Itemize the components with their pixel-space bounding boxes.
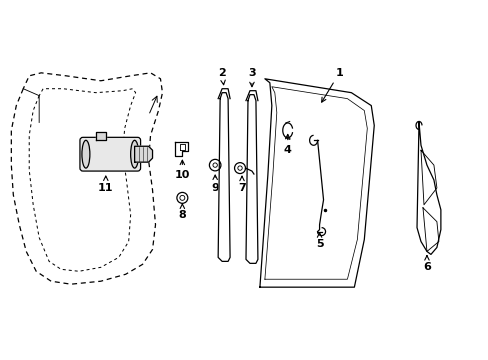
Polygon shape (134, 146, 152, 162)
Polygon shape (218, 93, 230, 261)
Polygon shape (175, 142, 188, 156)
Polygon shape (260, 79, 373, 287)
Text: 8: 8 (178, 204, 186, 220)
Text: 10: 10 (174, 160, 190, 180)
Polygon shape (416, 122, 440, 255)
Text: 1: 1 (321, 68, 343, 102)
Text: 11: 11 (98, 176, 113, 193)
Polygon shape (96, 132, 105, 140)
Ellipse shape (82, 140, 90, 168)
Text: 5: 5 (315, 233, 323, 249)
Polygon shape (245, 95, 257, 264)
Text: 9: 9 (211, 175, 219, 193)
Text: 6: 6 (422, 256, 430, 272)
FancyBboxPatch shape (80, 137, 141, 171)
Text: 2: 2 (218, 68, 225, 85)
Text: 3: 3 (247, 68, 255, 87)
Text: 4: 4 (283, 134, 291, 155)
Text: 7: 7 (238, 176, 245, 193)
Ellipse shape (130, 140, 138, 168)
